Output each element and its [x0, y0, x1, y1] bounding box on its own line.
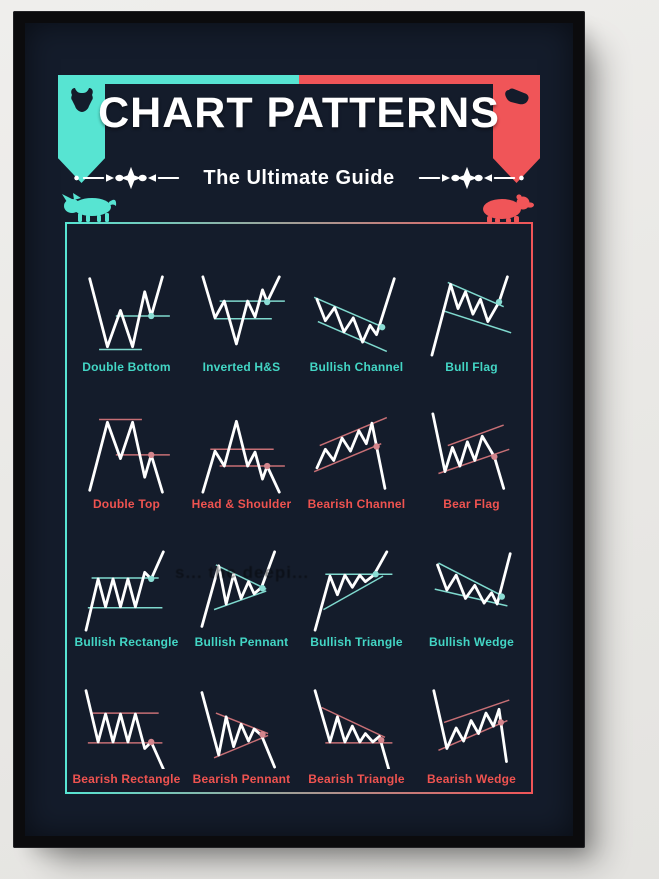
pattern-card-bearish-triangle: Bearish Triangle	[299, 649, 414, 786]
bearish-rectangle-diagram	[84, 689, 165, 769]
pattern-label: Inverted H&S	[202, 359, 281, 374]
double-top-diagram	[87, 418, 170, 494]
pattern-card-bullish-channel: Bullish Channel	[299, 236, 414, 374]
bullish-triangle-diagram	[313, 549, 392, 632]
pattern-label: Bull Flag	[445, 359, 498, 374]
pattern-label: Bearish Rectangle	[72, 772, 181, 786]
breakout-dot	[147, 575, 154, 582]
ornamental-divider-icon	[74, 166, 180, 190]
pattern-label: Bearish Pennant	[192, 772, 291, 786]
bear-ribbon-banner	[493, 75, 540, 183]
poster-title: CHART PATTERNS	[98, 89, 500, 137]
bear-silhouette-icon	[483, 194, 534, 223]
pattern-card-bull-flag: Bull Flag	[414, 236, 529, 374]
patterns-grid: Double Bottom Inverted H&S Bullish Channel…	[65, 222, 533, 794]
bearish-pennant-diagram	[200, 691, 276, 769]
pattern-card-bearish-pennant: Bearish Pennant	[184, 649, 299, 786]
bearish-wedge-diagram	[431, 689, 510, 763]
bear-flag-diagram	[430, 412, 510, 490]
bear-head-icon	[504, 88, 529, 105]
bearish-triangle-diagram	[313, 689, 392, 769]
pattern-card-bullish-wedge: Bullish Wedge	[414, 511, 529, 649]
breakout-dot	[258, 584, 266, 591]
pattern-label: Bullish Channel	[309, 359, 404, 374]
pattern-label: Bearish Triangle	[308, 772, 405, 786]
double-bottom-diagram	[87, 274, 170, 350]
breakout-dot	[377, 736, 384, 744]
chart-patterns-poster: CHART PATTERNS The Ultimate Guide	[25, 23, 573, 836]
bullish-pennant-diagram	[200, 549, 276, 628]
pattern-card-bearish-channel: Bearish Channel	[299, 374, 414, 511]
pattern-label: Bearish Channel	[307, 497, 406, 511]
poster-subtitle: The Ultimate Guide	[203, 166, 395, 189]
breakout-dot	[372, 443, 380, 450]
pattern-label: Head & Shoulder	[191, 497, 292, 511]
pattern-card-bear-flag: Bear Flag	[414, 374, 529, 511]
ornamental-divider-icon	[418, 166, 524, 190]
breakout-dot	[498, 592, 505, 600]
bearish-channel-diagram	[313, 416, 387, 490]
pattern-card-bullish-pennant: Bullish Pennant	[184, 511, 299, 649]
pattern-label: Bullish Rectangle	[74, 634, 179, 649]
subtitle-row: The Ultimate Guide	[25, 165, 573, 191]
breakout-dot	[490, 453, 498, 460]
pattern-label: Double Bottom	[82, 359, 171, 374]
picture-frame: CHART PATTERNS The Ultimate Guide	[13, 11, 585, 848]
breakout-dot	[371, 570, 379, 577]
pattern-label: Bullish Wedge	[428, 634, 515, 649]
bull-ribbon-banner	[58, 75, 105, 183]
pattern-label: Bear Flag	[443, 497, 500, 511]
inverted-hs-diagram	[200, 274, 285, 345]
bullish-channel-diagram	[313, 276, 396, 352]
breakout-dot	[495, 298, 502, 305]
pattern-label: Double Top	[92, 497, 161, 511]
pattern-label: Bearish Wedge	[426, 772, 517, 786]
header-bar	[83, 75, 515, 84]
pattern-card-inverted-hs: Inverted H&S	[184, 236, 299, 374]
breakout-dot	[147, 312, 154, 319]
pattern-card-bullish-rectangle: Bullish Rectangle	[69, 511, 184, 649]
breakout-dot	[263, 298, 270, 305]
pattern-card-double-top: Double Top	[69, 374, 184, 511]
bull-flag-diagram	[430, 274, 511, 357]
pattern-card-bearish-wedge: Bearish Wedge	[414, 649, 529, 786]
breakout-dot	[378, 323, 385, 330]
pattern-label: Bullish Triangle	[310, 634, 403, 649]
pattern-card-double-bottom: Double Bottom	[69, 236, 184, 374]
breakout-dot	[258, 731, 266, 738]
bull-silhouette-icon	[62, 193, 117, 222]
pattern-card-head-shoulder: Head & Shoulder	[184, 374, 299, 511]
breakout-dot	[147, 451, 154, 459]
breakout-dot	[263, 462, 270, 470]
breakout-dot	[147, 738, 154, 746]
breakout-dot	[497, 719, 504, 726]
pattern-label: Bullish Pennant	[194, 634, 289, 649]
pattern-card-bearish-rectangle: Bearish Rectangle	[69, 649, 184, 786]
bullish-rectangle-diagram	[84, 549, 165, 632]
head-shoulder-diagram	[200, 419, 285, 494]
bullish-wedge-diagram	[434, 551, 512, 607]
bull-head-icon	[70, 88, 93, 112]
pattern-card-bullish-triangle: Bullish Triangle	[299, 511, 414, 649]
